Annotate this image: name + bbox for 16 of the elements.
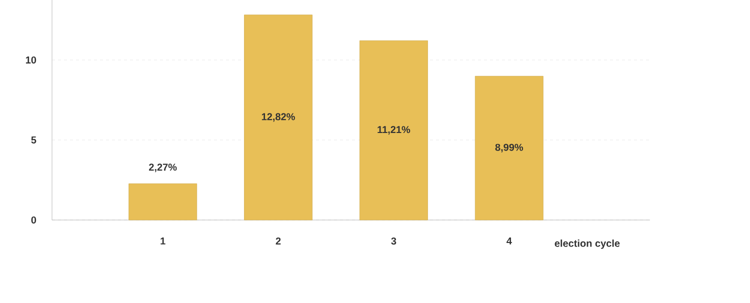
bar — [360, 40, 428, 220]
bar — [128, 183, 198, 220]
data-label: 8,99% — [495, 144, 524, 152]
data-label: 12,82% — [262, 113, 295, 122]
x-tick-label: 1 — [160, 238, 166, 244]
x-tick-label: 2 — [276, 238, 281, 245]
bar — [474, 76, 544, 220]
x-tick-label: 3 — [391, 238, 396, 245]
bar — [244, 14, 312, 220]
x-axis-title: election cycle — [554, 240, 620, 249]
data-label: 11,21% — [378, 126, 410, 135]
data-label: 2,27% — [148, 164, 177, 172]
y-tick-label: 10 — [26, 56, 36, 64]
x-tick-label: 4 — [506, 238, 512, 244]
y-tick-label: 5 — [31, 136, 36, 144]
y-tick-label: 0 — [31, 216, 36, 224]
